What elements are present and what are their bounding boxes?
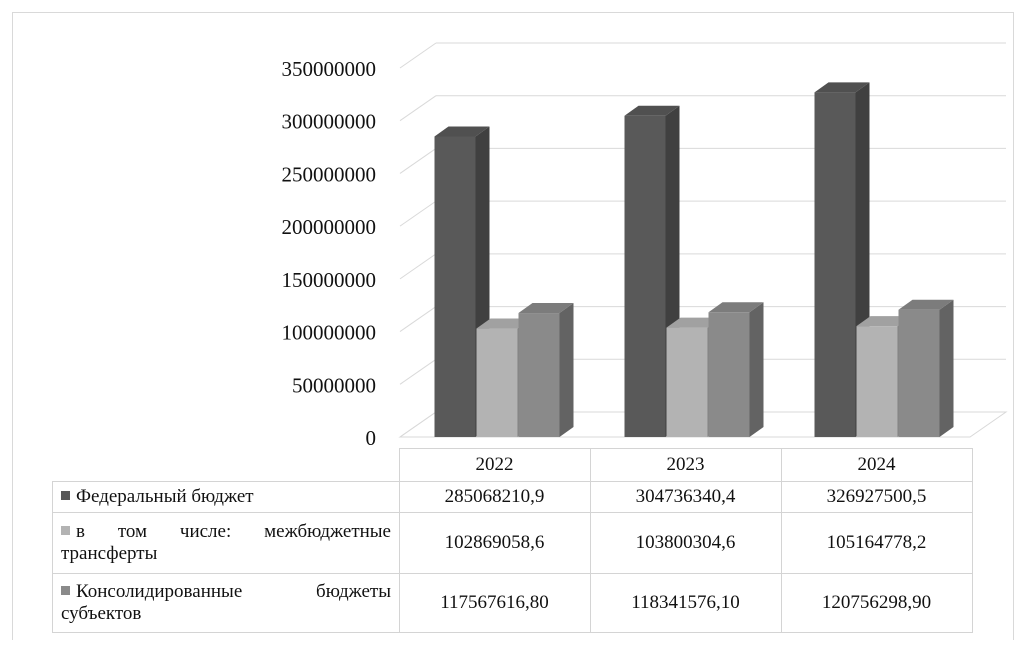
bar-front (814, 92, 856, 437)
bar-top (624, 105, 680, 116)
table-row: Консолидированные бюджеты субъектов 1175… (52, 573, 973, 633)
data-label: 120756298,90 (780, 573, 973, 633)
bar-front (624, 115, 666, 438)
y-tick-label: 100000000 (282, 321, 377, 345)
series-label-cell: Федеральный бюджет (52, 481, 400, 513)
y-tick-label: 350000000 (282, 57, 377, 81)
series-name: в том числе: межбюджетные трансферты (61, 521, 391, 564)
bar-front (434, 136, 476, 437)
gridline (399, 200, 437, 227)
series-label-cell: Консолидированные бюджеты субъектов (52, 573, 400, 633)
y-tick-label: 250000000 (282, 162, 377, 186)
bar-front (666, 327, 708, 437)
bar-side (749, 302, 764, 437)
category-label: 2023 (589, 448, 782, 482)
y-tick-label: 50000000 (292, 373, 376, 397)
y-tick-label: 200000000 (282, 215, 377, 239)
data-label: 285068210,9 (398, 481, 591, 513)
chart-frame (12, 12, 1014, 640)
table-header-row: 2022 2023 2024 (53, 448, 973, 482)
legend-swatch (61, 586, 70, 595)
data-label: 117567616,80 (398, 573, 591, 633)
bar-front (898, 309, 940, 437)
bar-top (898, 299, 954, 310)
bar-front (856, 326, 898, 437)
bar-top (856, 316, 912, 327)
data-label: 118341576,10 (589, 573, 782, 633)
legend-swatch (61, 526, 70, 535)
bar-side (939, 299, 954, 437)
bar-top (476, 318, 532, 329)
data-label: 105164778,2 (780, 512, 973, 574)
table-row: Федеральный бюджет 285068210,9 304736340… (52, 481, 973, 513)
bar-top (518, 303, 574, 314)
gridline (399, 148, 437, 174)
table-row: в том числе: межбюджетные трансферты 102… (52, 512, 973, 574)
y-tick-label: 300000000 (282, 110, 377, 134)
data-label: 326927500,5 (780, 481, 973, 513)
gridline (399, 358, 437, 385)
data-label: 304736340,4 (589, 481, 782, 513)
bar-top (814, 82, 870, 93)
category-label: 2024 (780, 448, 973, 482)
gridline (399, 411, 437, 438)
bar-front (708, 312, 750, 437)
y-tick-label: 0 (366, 426, 377, 450)
gridline (399, 42, 437, 69)
bar-top (434, 126, 490, 137)
bar (898, 299, 954, 437)
table-corner (53, 449, 400, 482)
gridline (399, 95, 437, 122)
y-axis-ticks: 0 50000000 100000000 150000000 200000000 2500… (282, 57, 377, 450)
series-name: Консолидированные бюджеты субъектов (61, 581, 391, 624)
legend-swatch (61, 491, 70, 500)
y-tick-label: 150000000 (282, 268, 377, 292)
data-table: 2022 2023 2024 Федеральный бюджет 285068… (52, 448, 973, 633)
bar (518, 303, 574, 437)
series-label-cell: в том числе: межбюджетные трансферты (52, 512, 400, 574)
gridline (399, 253, 437, 280)
bar (434, 126, 490, 437)
data-label: 102869058,6 (398, 512, 591, 574)
bar (708, 302, 764, 437)
category-label: 2022 (398, 448, 591, 482)
bar-top (708, 302, 764, 313)
series-name: Федеральный бюджет (76, 486, 254, 507)
bar-top (666, 317, 722, 328)
data-label: 103800304,6 (589, 512, 782, 574)
bars (434, 82, 954, 438)
bar-front (476, 328, 518, 437)
bar-side (559, 303, 574, 437)
chart-plot: 0 50000000 100000000 150000000 200000000 2500… (282, 42, 1008, 450)
gridline (399, 306, 437, 332)
bar-front (518, 313, 560, 437)
